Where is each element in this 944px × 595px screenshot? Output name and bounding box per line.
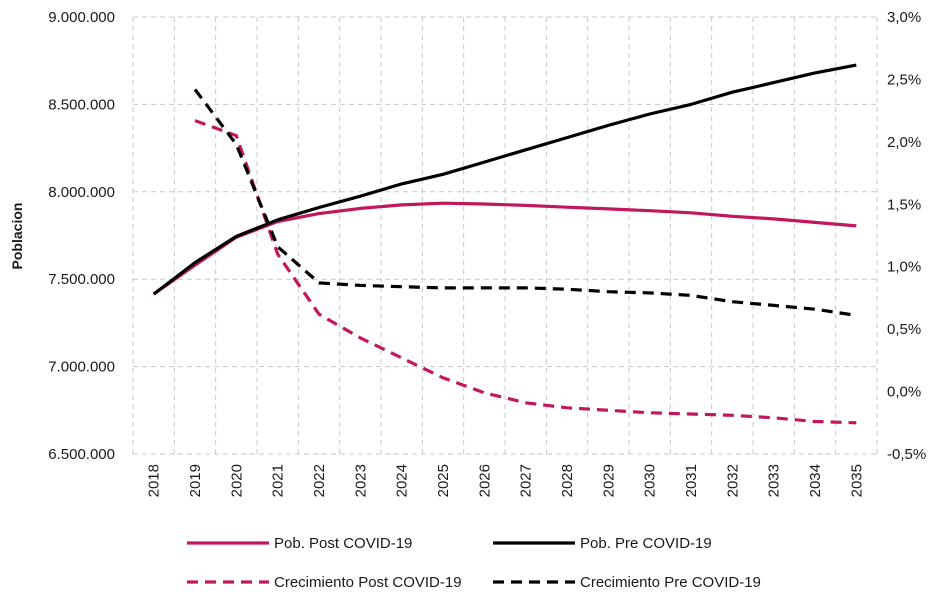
- x-tick-label: 2021: [270, 464, 287, 497]
- series-line: [193, 88, 857, 317]
- y-tick-label: 7.500.000: [48, 271, 115, 288]
- y2-tick-label: -0,5%: [887, 446, 926, 463]
- x-tick-label: 2033: [766, 464, 783, 497]
- x-tick-label: 2020: [228, 464, 245, 497]
- x-tick-label: 2023: [352, 464, 369, 497]
- y-tick-label: 8.500.000: [48, 96, 115, 113]
- x-tick-label: 2031: [683, 464, 700, 497]
- y2-tick-label: 0,5%: [887, 321, 921, 338]
- legend: Pob. Post COVID-19 Pob. Pre COVID-19 Creci…: [187, 535, 761, 591]
- y-tick-label: 7.000.000: [48, 359, 115, 376]
- y2-tick-label: 1,0%: [887, 259, 921, 276]
- legend-label: Crecimiento Post COVID-19: [274, 574, 462, 591]
- axes: 6.500.000 7.000.000 7.500.000 8.000.000 8.50…: [48, 9, 926, 497]
- x-tick-label: 2030: [642, 464, 659, 497]
- y-tick-label: 8.000.000: [48, 184, 115, 201]
- x-tick-label: 2025: [435, 464, 452, 497]
- x-tick-label: 2032: [724, 464, 741, 497]
- y-tick-label: 6.500.000: [48, 446, 115, 463]
- x-tick-label: 2028: [559, 464, 576, 497]
- legend-label: Crecimiento Pre COVID-19: [580, 574, 761, 591]
- x-tick-label: 2026: [476, 464, 493, 497]
- series-line: [194, 119, 857, 425]
- x-tick-label: 2019: [187, 464, 204, 497]
- x-tick-label: 2035: [848, 464, 865, 497]
- x-tick-label: 2029: [600, 464, 617, 497]
- y-tick-label: 9.000.000: [48, 9, 115, 26]
- x-tick-label: 2027: [518, 464, 535, 497]
- y-axis-label: Poblacion: [9, 203, 25, 270]
- y2-tick-label: 3,0%: [887, 9, 921, 26]
- y2-tick-label: 2,0%: [887, 134, 921, 151]
- y2-tick-label: 2,5%: [887, 71, 921, 88]
- x-tick-label: 2034: [807, 464, 824, 497]
- y2-tick-label: 0,0%: [887, 384, 921, 401]
- x-tick-label: 2024: [394, 464, 411, 497]
- x-tick-label: 2018: [146, 464, 163, 497]
- legend-label: Pob. Pre COVID-19: [580, 535, 712, 552]
- y2-tick-label: 1,5%: [887, 196, 921, 213]
- grid-lines: [132, 16, 878, 455]
- x-tick-label: 2022: [311, 464, 328, 497]
- legend-label: Pob. Post COVID-19: [274, 535, 412, 552]
- series-lines: [152, 63, 857, 425]
- series-line: [152, 63, 857, 296]
